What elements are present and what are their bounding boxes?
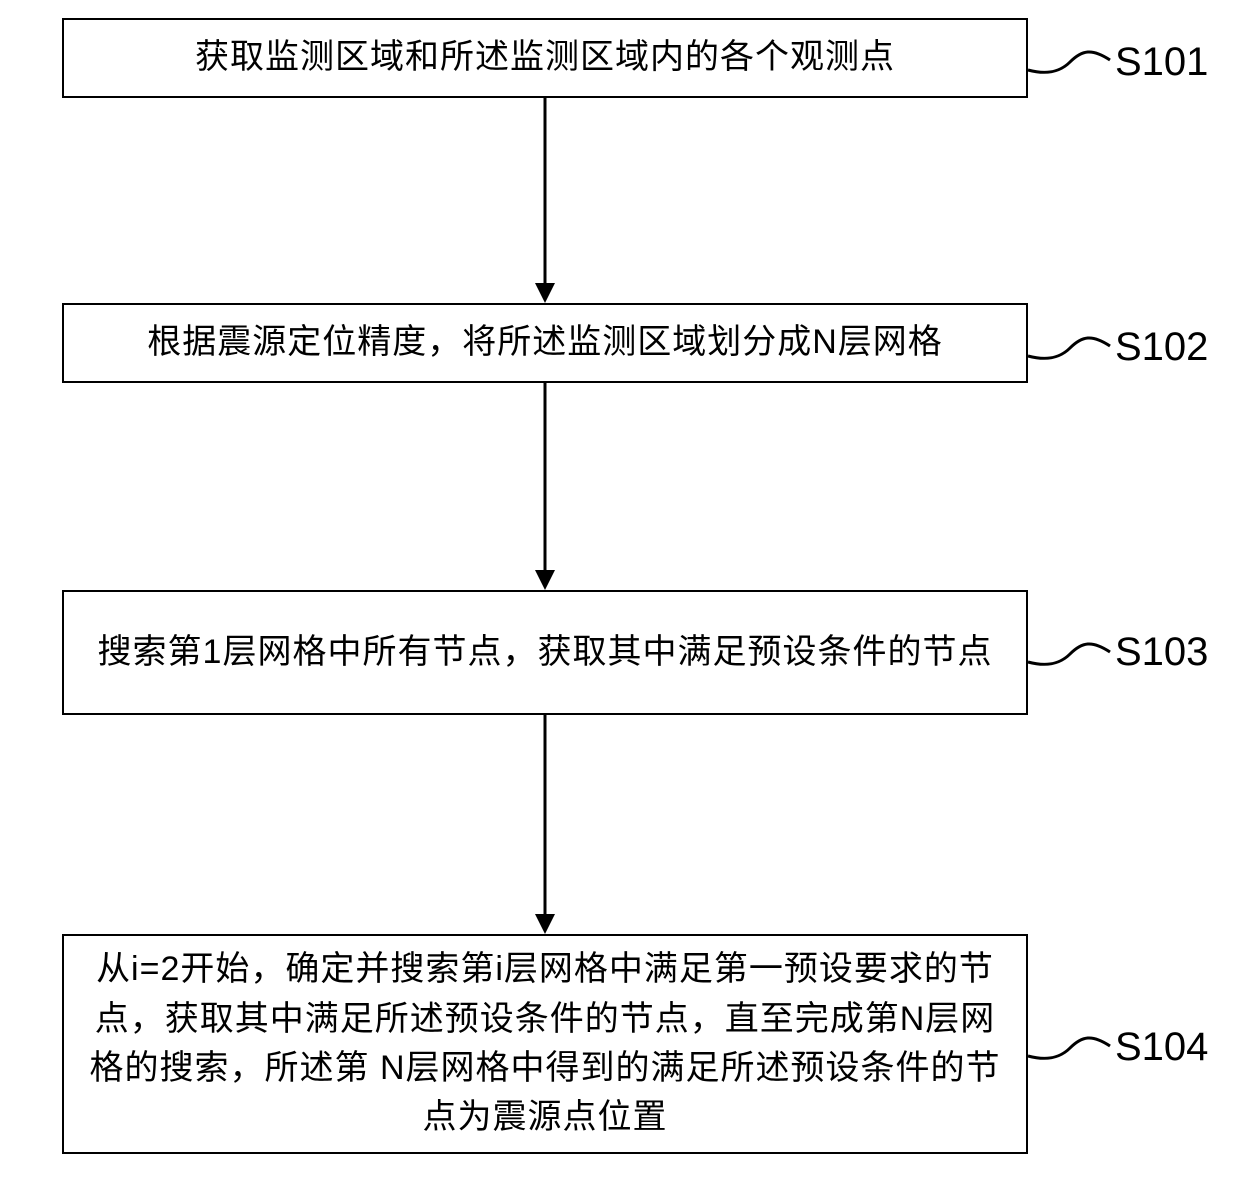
flow-step-box: 根据震源定位精度，将所述监测区域划分成N层网格 <box>62 303 1028 383</box>
flow-step-text: 从i=2开始，确定并搜索第i层网格中满足第一预设要求的节点，获取其中满足所述预设… <box>84 945 1006 1142</box>
flow-step-text: 根据震源定位精度，将所述监测区域划分成N层网格 <box>147 318 943 367</box>
flow-arrow <box>530 715 560 934</box>
step-label: S102 <box>1115 325 1208 370</box>
flow-step-box: 搜索第1层网格中所有节点，获取其中满足预设条件的节点 <box>62 590 1028 715</box>
flow-step-box: 从i=2开始，确定并搜索第i层网格中满足第一预设要求的节点，获取其中满足所述预设… <box>62 934 1028 1154</box>
step-label: S104 <box>1115 1025 1208 1070</box>
flow-arrow <box>530 383 560 590</box>
step-label: S101 <box>1115 40 1208 85</box>
step-label: S103 <box>1115 630 1208 675</box>
flow-step-text: 获取监测区域和所述监测区域内的各个观测点 <box>195 33 895 82</box>
squiggle-connector <box>1028 1036 1118 1076</box>
flow-step-text: 搜索第1层网格中所有节点，获取其中满足预设条件的节点 <box>98 628 993 677</box>
squiggle-connector <box>1028 336 1118 376</box>
flow-step-box: 获取监测区域和所述监测区域内的各个观测点 <box>62 18 1028 98</box>
squiggle-connector <box>1028 50 1118 90</box>
flow-arrow <box>530 98 560 303</box>
squiggle-connector <box>1028 642 1118 682</box>
